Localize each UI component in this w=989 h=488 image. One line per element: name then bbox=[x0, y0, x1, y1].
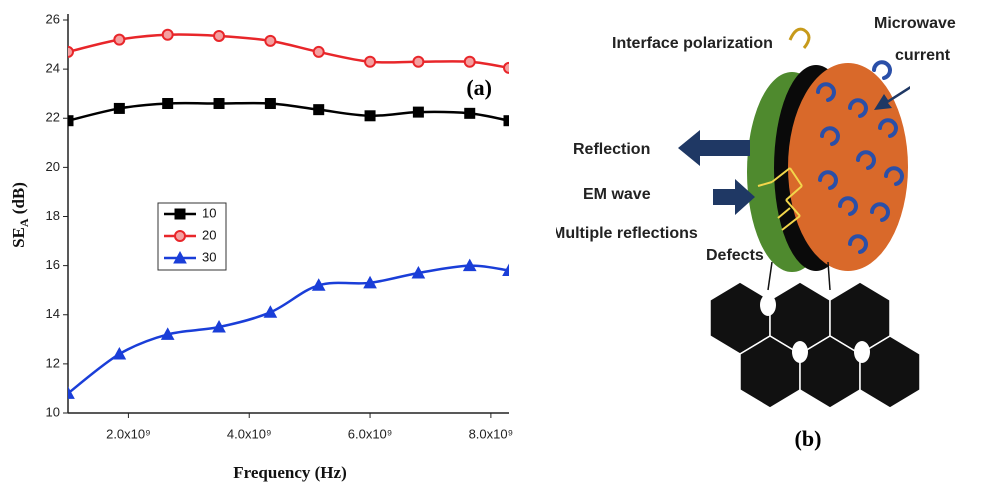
marker bbox=[412, 55, 425, 68]
marker bbox=[161, 28, 174, 41]
orange-layer bbox=[788, 63, 908, 271]
x-tick-label: 4.0x10⁹ bbox=[227, 426, 272, 441]
legend-marker bbox=[174, 230, 186, 242]
microwave-label: Microwave bbox=[874, 15, 956, 32]
legend-label: 30 bbox=[202, 249, 216, 264]
marker bbox=[364, 110, 376, 122]
chart: (a) Frequency (Hz) SEA (dB) 10 12 14 16 18 20… bbox=[9, 11, 514, 482]
multiple-label: Multiple reflections bbox=[552, 225, 698, 242]
annotation: (a) bbox=[466, 75, 492, 100]
marker bbox=[312, 45, 325, 58]
marker bbox=[162, 98, 174, 110]
panel-label: (b) bbox=[795, 426, 822, 451]
marker bbox=[160, 327, 175, 340]
marker bbox=[213, 29, 226, 42]
marker bbox=[113, 33, 126, 46]
x-axis-label: Frequency (Hz) bbox=[233, 463, 346, 482]
y-label-rest: (dB) bbox=[9, 182, 28, 218]
marker bbox=[503, 61, 509, 74]
marker bbox=[411, 265, 426, 279]
y-label-sub: A bbox=[17, 218, 31, 227]
y-tick-label: 24 bbox=[46, 61, 60, 76]
y-axis-label: SEA (dB) bbox=[9, 182, 31, 248]
y-tick-label: 12 bbox=[46, 355, 60, 370]
series-line bbox=[68, 264, 509, 395]
marker bbox=[412, 106, 424, 118]
y-tick-label: 26 bbox=[46, 11, 60, 26]
reflection-arrow bbox=[678, 130, 750, 166]
marker bbox=[503, 115, 509, 127]
marker bbox=[364, 55, 377, 68]
marker bbox=[363, 275, 377, 289]
graphene-lattice bbox=[709, 281, 921, 409]
defects-label: Defects bbox=[706, 247, 764, 264]
series-line bbox=[68, 33, 509, 70]
defect-pointer bbox=[767, 261, 773, 291]
polarization-loop bbox=[788, 27, 811, 49]
interface-label: Interface polarization bbox=[612, 35, 773, 52]
y-tick-label: 18 bbox=[46, 208, 60, 223]
marker bbox=[113, 102, 125, 114]
y-tick-label: 14 bbox=[46, 306, 60, 321]
reflection-label: Reflection bbox=[573, 141, 650, 158]
legend-marker bbox=[174, 208, 186, 220]
marker bbox=[264, 34, 277, 47]
marker bbox=[263, 305, 278, 318]
series-line bbox=[68, 101, 509, 122]
x-tick-label: 8.0x10⁹ bbox=[469, 426, 514, 441]
defect-holes bbox=[760, 294, 870, 363]
y-label-main: SE bbox=[9, 227, 28, 248]
marker bbox=[464, 107, 476, 119]
diagram: Interface polarization Microwave current… bbox=[552, 15, 956, 451]
marker bbox=[68, 115, 74, 127]
legend-label: 10 bbox=[202, 205, 216, 220]
marker bbox=[313, 104, 325, 116]
marker bbox=[462, 258, 477, 272]
y-tick-label: 20 bbox=[46, 159, 60, 174]
y-tick-label: 16 bbox=[46, 257, 60, 272]
marker bbox=[212, 319, 226, 333]
current-arrow bbox=[874, 86, 910, 110]
plot-area bbox=[68, 28, 509, 399]
marker bbox=[311, 278, 326, 291]
y-tick-label: 10 bbox=[46, 404, 60, 419]
y-tick-label: 22 bbox=[46, 110, 60, 125]
x-tick-label: 6.0x10⁹ bbox=[348, 426, 393, 441]
legend-label: 20 bbox=[202, 227, 216, 242]
marker bbox=[68, 45, 74, 58]
legend-marker bbox=[173, 250, 187, 264]
reflection-arrows bbox=[757, 167, 803, 231]
layer-pointer bbox=[827, 261, 831, 291]
current-label: current bbox=[895, 47, 951, 64]
current-swirls bbox=[816, 60, 904, 254]
marker bbox=[264, 98, 276, 110]
em-wave-label: EM wave bbox=[583, 186, 651, 203]
marker bbox=[213, 98, 225, 110]
em-wave-arrow bbox=[713, 179, 755, 215]
marker bbox=[112, 347, 127, 360]
marker bbox=[463, 55, 476, 68]
x-tick-label: 2.0x10⁹ bbox=[106, 426, 151, 441]
marker bbox=[502, 263, 509, 277]
marker bbox=[68, 386, 75, 399]
